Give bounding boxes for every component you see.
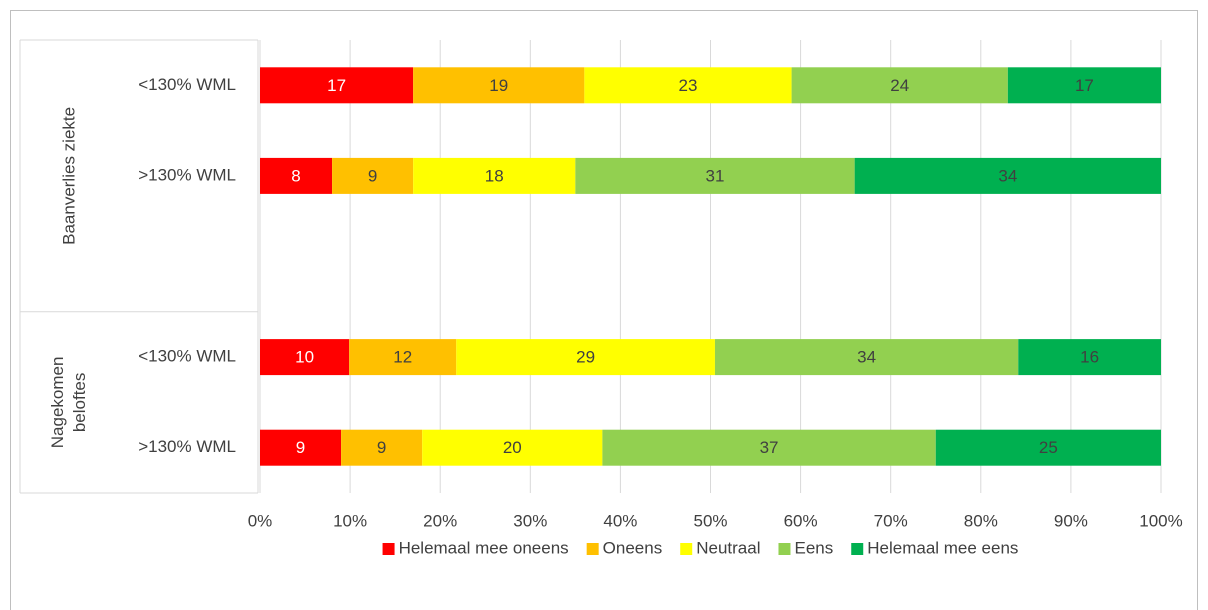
bar-segment (714, 339, 1019, 376)
data-label: 17 (1075, 76, 1094, 95)
legend-label: Oneens (603, 538, 663, 557)
bar-segment (413, 157, 576, 194)
data-label: 25 (1039, 438, 1058, 457)
data-label: 10 (295, 348, 314, 367)
data-label: 8 (291, 166, 300, 185)
data-label: 19 (489, 76, 508, 95)
group-label: Baanverlies ziekte (59, 107, 78, 245)
bar-segment (260, 429, 342, 466)
x-tick-label: 20% (423, 511, 457, 530)
bar-segment (260, 67, 414, 104)
legend-swatch (382, 543, 395, 555)
data-label: 34 (857, 348, 876, 367)
y-tick-label: >130% WML (138, 165, 236, 184)
group-label: Nagekomen beloftes (48, 357, 89, 449)
bar-segment (260, 157, 333, 194)
data-label: 9 (296, 438, 305, 457)
chart-frame (10, 10, 1198, 610)
y-tick-label: >130% WML (138, 437, 236, 456)
x-tick-label: 0% (248, 511, 273, 530)
legend-swatch (851, 543, 864, 555)
data-label: 29 (576, 348, 595, 367)
x-tick-label: 50% (693, 511, 727, 530)
legend: Helemaal mee oneens Oneens Neutraal Eens Hel… (382, 538, 1018, 557)
data-label: 23 (679, 76, 698, 95)
bar-segment (854, 157, 1161, 194)
bar-segment (332, 157, 414, 194)
data-label: 20 (503, 438, 522, 457)
legend-label: Helemaal mee oneens (399, 538, 569, 557)
bar-segment (575, 157, 855, 194)
x-tick-label: 30% (513, 511, 547, 530)
data-label: 34 (998, 166, 1017, 185)
data-label: 17 (327, 76, 346, 95)
legend-swatch (680, 543, 693, 555)
legend-label: Eens (794, 538, 833, 557)
y-tick-label: <130% WML (138, 347, 236, 366)
bar-segment (584, 67, 792, 104)
bar-segment (456, 339, 715, 376)
x-tick-label: 100% (1139, 511, 1182, 530)
data-label: 18 (485, 166, 504, 185)
data-label: 31 (706, 166, 725, 185)
data-label: 24 (890, 76, 909, 95)
legend-swatch (778, 543, 791, 555)
y-tick-label: <130% WML (138, 75, 236, 94)
bar-segment (413, 67, 585, 104)
x-tick-label: 70% (874, 511, 908, 530)
bar-segment (1018, 339, 1161, 376)
bar-segment (422, 429, 603, 466)
data-label: 37 (760, 438, 779, 457)
x-tick-label: 90% (1054, 511, 1088, 530)
legend-label: Neutraal (696, 538, 760, 557)
bar-segment (935, 429, 1161, 466)
x-tick-label: 10% (333, 511, 367, 530)
legend-label: Helemaal mee eens (867, 538, 1018, 557)
data-label: 9 (377, 438, 386, 457)
data-label: 16 (1080, 348, 1099, 367)
data-label: 12 (393, 348, 412, 367)
legend-swatch (586, 543, 599, 555)
bar-segment (602, 429, 936, 466)
bar-segment (1007, 67, 1161, 104)
x-tick-label: 80% (964, 511, 998, 530)
x-tick-label: 40% (603, 511, 637, 530)
data-label: 9 (368, 166, 377, 185)
bar-segment (349, 339, 457, 376)
x-tick-label: 60% (784, 511, 818, 530)
bar-segment (341, 429, 423, 466)
bar-segment (791, 67, 1008, 104)
bar-segment (260, 339, 350, 376)
